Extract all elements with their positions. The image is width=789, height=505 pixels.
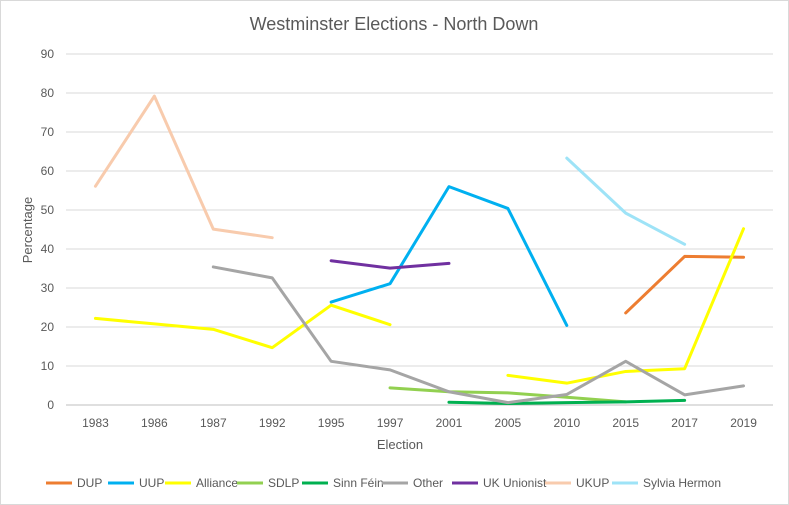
legend-label: UKUP: [576, 476, 609, 490]
legend-item-uk-unionist: UK Unionist: [452, 476, 547, 490]
legend-item-other: Other: [382, 476, 443, 490]
series-line-dup: [624, 254, 746, 315]
y-tick-label: 60: [41, 164, 55, 178]
legend-label: DUP: [77, 476, 102, 490]
y-axis-label: Percentage: [20, 197, 35, 264]
legend-label: UUP: [139, 476, 164, 490]
y-tick-label: 10: [41, 359, 55, 373]
x-tick-label: 1987: [200, 416, 227, 430]
x-tick-label: 1995: [318, 416, 345, 430]
x-tick-label: 1997: [377, 416, 404, 430]
legend-item-alliance: Alliance: [165, 476, 238, 490]
legend-label: Sylvia Hermon: [643, 476, 721, 490]
x-tick-label: 1983: [82, 416, 109, 430]
y-tick-label: 80: [41, 86, 55, 100]
y-tick-label: 40: [41, 242, 55, 256]
x-tick-label: 2019: [730, 416, 757, 430]
x-axis-label: Election: [377, 437, 423, 452]
series-line-ukup: [93, 94, 274, 240]
legend-item-uup: UUP: [108, 476, 164, 490]
series-line-uup: [329, 185, 569, 327]
series-line-other: [211, 265, 746, 405]
x-tick-label: 2015: [612, 416, 639, 430]
legend-label: Other: [413, 476, 443, 490]
y-tick-label: 30: [41, 281, 55, 295]
legend-item-dup: DUP: [46, 476, 102, 490]
x-tick-label: 1986: [141, 416, 168, 430]
y-tick-label: 20: [41, 320, 55, 334]
series-line-sdlp: [388, 386, 628, 404]
chart-title: Westminster Elections - North Down: [250, 14, 539, 34]
series-line-sinn-f-in: [447, 398, 687, 405]
x-tick-label: 2005: [495, 416, 522, 430]
legend-item-ukup: UKUP: [545, 476, 609, 490]
legend-item-sylvia-hermon: Sylvia Hermon: [612, 476, 721, 490]
x-tick-label: 2017: [671, 416, 698, 430]
series-line-sylvia-hermon: [565, 156, 687, 246]
legend-label: Sinn Féin: [333, 476, 384, 490]
legend-label: SDLP: [268, 476, 299, 490]
y-tick-label: 0: [47, 398, 54, 412]
series-line-alliance: [93, 303, 392, 350]
legend-label: UK Unionist: [483, 476, 547, 490]
x-tick-label: 1992: [259, 416, 286, 430]
y-tick-label: 70: [41, 125, 55, 139]
legend-item-sdlp: SDLP: [237, 476, 299, 490]
y-tick-label: 90: [41, 47, 55, 61]
series-line-alliance: [506, 227, 746, 385]
y-tick-label: 50: [41, 203, 55, 217]
x-tick-label: 2010: [553, 416, 580, 430]
x-tick-label: 2001: [436, 416, 463, 430]
legend-item-sinn-f-in: Sinn Féin: [302, 476, 384, 490]
series-line-uk-unionist: [329, 259, 451, 270]
legend-label: Alliance: [196, 476, 238, 490]
